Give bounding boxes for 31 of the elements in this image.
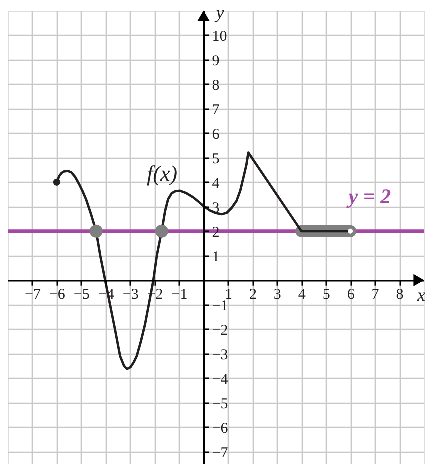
- y-tick-label: −7: [212, 445, 229, 462]
- x-axis-title: x: [416, 284, 426, 305]
- y-tick-label: −4: [212, 372, 229, 388]
- y-tick-label: 8: [212, 78, 220, 94]
- y-tick-label: 9: [212, 53, 220, 70]
- x-tick-label: 7: [372, 286, 380, 303]
- x-tick-label: −3: [122, 286, 139, 303]
- x-tick-label: −1: [172, 286, 188, 303]
- y-tick-label: −2: [212, 322, 228, 339]
- x-tick-label: 5: [322, 286, 330, 303]
- y-tick-label: 6: [212, 126, 220, 143]
- ref-line-label: y = 2: [346, 184, 392, 208]
- x-tick-label: 3: [274, 286, 282, 303]
- x-tick-label: 4: [298, 286, 306, 303]
- x-tick-label: −6: [49, 286, 66, 303]
- y-tick-label: −5: [212, 396, 228, 412]
- x-tick-label: −7: [24, 286, 42, 303]
- x-tick-label: −5: [74, 286, 90, 303]
- x-tick-label: 6: [347, 286, 356, 303]
- x-tick-label: 2: [249, 286, 257, 303]
- y-axis-title: y: [214, 2, 224, 22]
- y-tick-label: −3: [212, 347, 228, 364]
- y-tick-label: 7: [212, 102, 220, 118]
- x-tick-label: 8: [396, 286, 404, 303]
- y-tick-label: 1: [212, 249, 220, 266]
- y-tick-label: 5: [212, 151, 220, 168]
- y-tick-label: −6: [212, 420, 229, 437]
- series-label: f(x): [147, 160, 178, 186]
- y-tick-label: −1: [212, 298, 228, 314]
- y-tick-label: 4: [212, 176, 220, 192]
- y-tick-label: 10: [212, 28, 228, 45]
